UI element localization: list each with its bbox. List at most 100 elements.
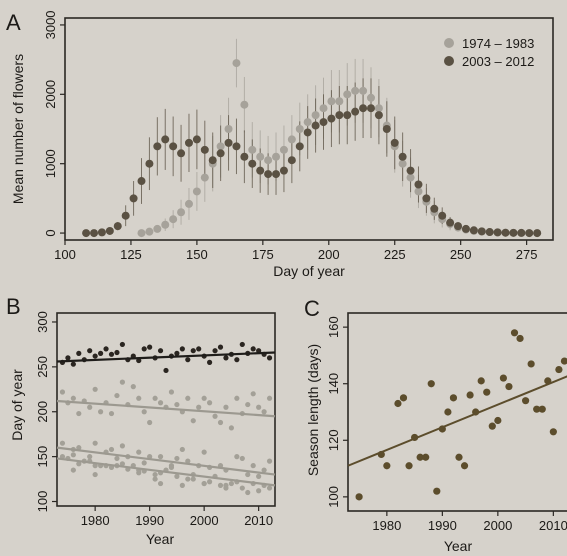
doy-point xyxy=(157,400,164,406)
series-late-point xyxy=(509,228,518,237)
doy-point xyxy=(223,482,229,488)
doy-point xyxy=(152,476,158,482)
panel-a-frame xyxy=(64,17,554,241)
series-late-point xyxy=(248,159,257,168)
series-late-point xyxy=(169,142,178,151)
series-early-point xyxy=(177,208,186,217)
series-late-point xyxy=(335,111,344,120)
panel-a-xtick-label: 200 xyxy=(318,247,340,262)
doy-point xyxy=(92,471,98,478)
series-early-point xyxy=(200,173,209,182)
doy-point xyxy=(70,452,76,458)
series-late-point xyxy=(493,228,502,237)
doy-point xyxy=(201,395,207,401)
series-late-point xyxy=(414,180,423,189)
doy-point xyxy=(239,455,245,462)
doy-point xyxy=(141,409,147,415)
series-early-point xyxy=(192,187,201,196)
panel-a-ytick-label: 0 xyxy=(43,229,58,236)
doy-point xyxy=(234,395,240,401)
season-point xyxy=(394,399,402,408)
panel-a-xtick-label: 150 xyxy=(186,247,208,262)
panel-b-label: B xyxy=(6,294,21,319)
season-point xyxy=(560,357,567,365)
doy-point xyxy=(266,485,273,491)
doy-point xyxy=(76,445,82,451)
panel-a-xtick-label: 250 xyxy=(450,247,472,262)
series-late-point xyxy=(224,138,233,147)
series-late-point xyxy=(232,142,241,151)
doy-point xyxy=(174,455,180,462)
doy-point xyxy=(239,485,245,491)
series-late-point xyxy=(501,228,510,237)
doy-point xyxy=(179,346,185,352)
doy-point xyxy=(217,344,224,350)
panel-b-xtick-label: 2000 xyxy=(190,513,219,528)
doy-point xyxy=(92,440,98,446)
panel-b-ytick-label: 200 xyxy=(35,401,50,423)
series-early-point xyxy=(351,86,360,95)
season-point xyxy=(483,388,491,396)
doy-point xyxy=(228,425,234,431)
season-point xyxy=(510,329,519,337)
panel-a-ytick-label: 2000 xyxy=(43,80,58,109)
panel-c-ytick-label: 140 xyxy=(326,373,341,395)
season-point xyxy=(477,377,485,385)
panel-b-series xyxy=(56,341,276,496)
series-early-point xyxy=(398,159,407,168)
series-early-point xyxy=(295,125,304,133)
panel-b-frame xyxy=(56,312,276,507)
doy-point xyxy=(223,355,229,361)
doy-point xyxy=(157,454,164,460)
season-point xyxy=(472,408,480,416)
doy-point xyxy=(141,346,147,352)
panel-a-ytick-label: 3000 xyxy=(43,10,58,39)
series-late-point xyxy=(177,149,186,158)
doy-point xyxy=(234,454,240,460)
panel-c-ytick-label: 160 xyxy=(326,316,341,338)
doy-point xyxy=(185,395,191,401)
legend-2003-2012-marker xyxy=(444,56,454,66)
doy-point xyxy=(261,467,267,473)
panel-b-xtick-label: 2010 xyxy=(244,513,273,528)
season-point xyxy=(405,462,413,470)
series-early-point xyxy=(216,142,225,151)
doy-point xyxy=(70,467,76,473)
doy-point xyxy=(76,410,82,417)
series-late-point xyxy=(454,222,463,231)
doy-point xyxy=(114,455,120,462)
series-late-point xyxy=(256,166,265,175)
series-late-point xyxy=(461,224,470,233)
doy-point xyxy=(168,389,175,395)
panel-a-legend: 1974 – 1983 2003 – 2012 xyxy=(444,36,534,69)
panel-a-xtick-label: 225 xyxy=(384,247,406,262)
series-early-point xyxy=(137,229,146,238)
doy-point xyxy=(223,404,229,410)
season-point xyxy=(488,422,496,430)
series-late-point xyxy=(279,166,288,175)
doy-point xyxy=(108,446,115,453)
doy-point xyxy=(256,473,262,479)
series-late-point xyxy=(366,104,375,113)
doy-point xyxy=(207,359,213,365)
panel-c-ylabel: Season length (days) xyxy=(305,344,321,476)
series-early-point xyxy=(311,111,320,120)
doy-point xyxy=(76,350,82,356)
season-point xyxy=(499,374,507,382)
doy-point xyxy=(70,395,76,401)
doy-point xyxy=(179,482,185,488)
season-point xyxy=(522,397,530,405)
doy-point xyxy=(217,482,224,488)
series-late-point xyxy=(351,107,360,116)
series-late-point xyxy=(216,149,225,158)
series-early-point xyxy=(153,224,162,233)
doy-point xyxy=(207,479,213,485)
doy-point xyxy=(212,413,218,419)
season-point xyxy=(399,394,408,402)
series-late-point xyxy=(477,227,486,236)
series-early-point xyxy=(224,125,233,133)
doy-point xyxy=(261,409,267,415)
series-late-point xyxy=(264,170,273,179)
panel-b-ytick-label: 300 xyxy=(35,311,50,333)
